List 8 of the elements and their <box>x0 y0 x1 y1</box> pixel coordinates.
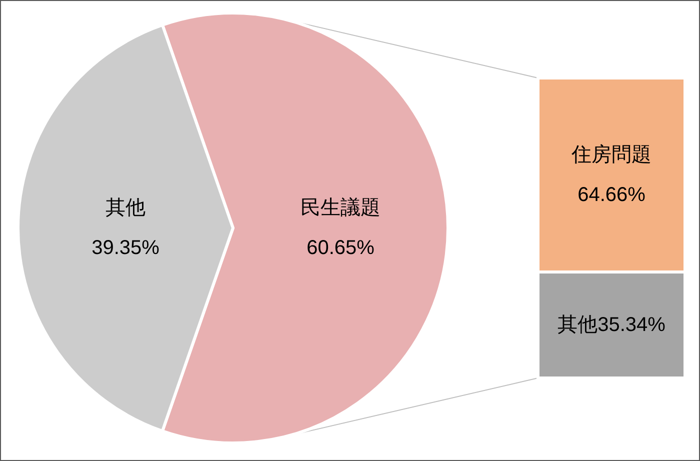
data-label: 35.34% <box>598 314 666 336</box>
slice-label: 民生議題 <box>300 197 380 219</box>
data-label: 39.35% <box>92 237 160 259</box>
data-label: 60.65% <box>306 237 375 259</box>
series-label: 住房問題 <box>570 144 652 166</box>
data-label: 64.66% <box>578 184 646 206</box>
series-label: 其他 <box>558 314 598 336</box>
slice-label: 其他 <box>106 197 146 219</box>
